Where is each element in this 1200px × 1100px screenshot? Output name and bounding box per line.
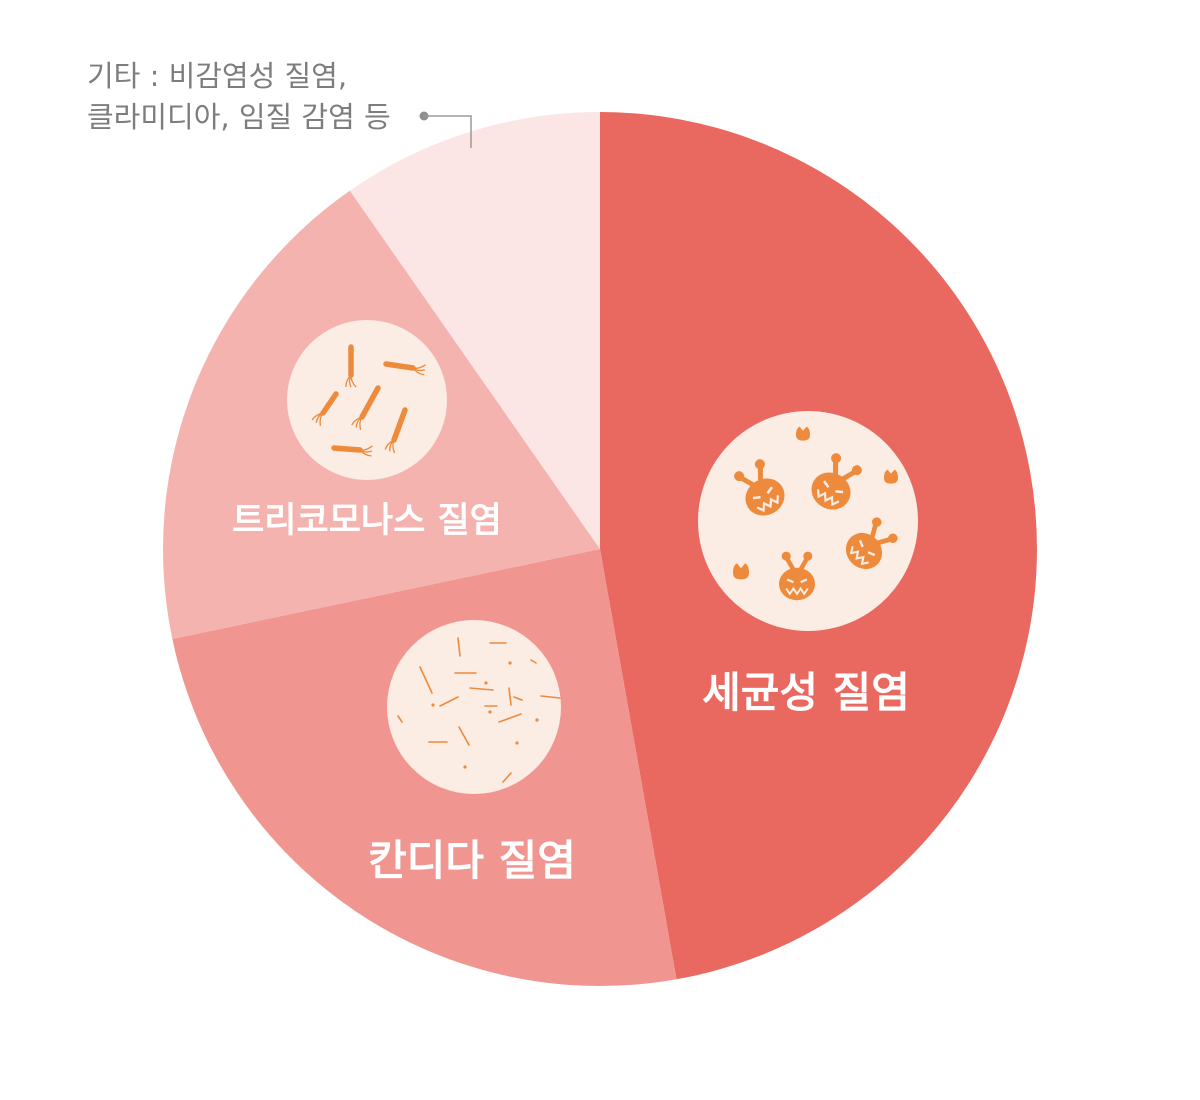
slice-label-candida: 칸디다 질염 (368, 836, 576, 885)
slice-label-trichomonas: 트리코모나스 질염 (232, 501, 502, 541)
slice-labels: 세균성 질염 칸디다 질염 트리코모나스 질염 (232, 501, 910, 885)
slice-icons (287, 320, 918, 794)
slice-other (349, 112, 600, 549)
candida-hyphae-icon (387, 620, 561, 794)
slice-label-bacterial-vaginosis: 세균성 질염 (702, 668, 910, 717)
annotation-line-2: 클라미디아, 임질 감염 등 (87, 100, 391, 134)
trichomonas-flagellate-icon (287, 320, 447, 480)
annotation-leader-line (424, 115, 472, 148)
bacteria-monster-icon (698, 411, 918, 631)
annotation-other-slice: 기타 : 비감염성 질염, 클라미디아, 임질 감염 등 (87, 59, 472, 148)
annotation-line-1: 기타 : 비감염성 질염, (87, 59, 347, 93)
